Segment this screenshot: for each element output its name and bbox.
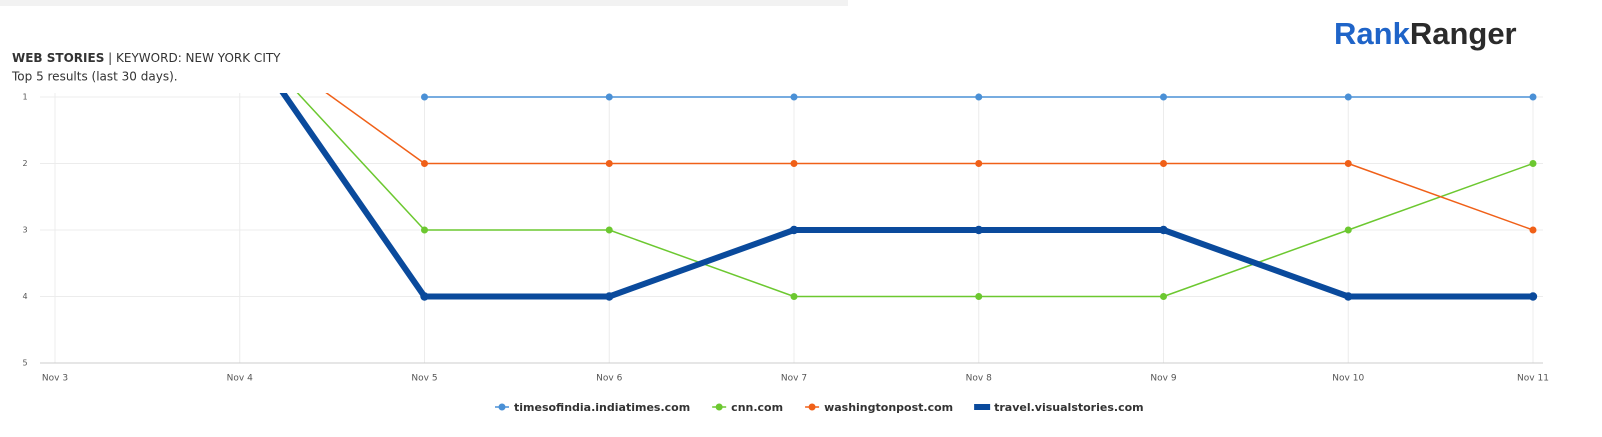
data-point: [236, 26, 244, 34]
logo-part: Ranger: [1410, 16, 1517, 51]
x-tick-label: Nov 7: [781, 374, 807, 384]
chart-title: WEB STORIES | KEYWORD: NEW YORK CITY: [12, 51, 281, 65]
x-tick-label: Nov 5: [411, 374, 437, 384]
logo: RankRanger: [1334, 16, 1517, 51]
x-tick-label: Nov 11: [1517, 374, 1549, 384]
data-point: [790, 93, 798, 101]
data-point: [236, 27, 243, 34]
data-point: [421, 160, 428, 167]
data-point: [1529, 226, 1537, 234]
legend-symbol: [498, 403, 506, 411]
legend-label: cnn.com: [731, 401, 783, 414]
data-point: [605, 93, 613, 101]
data-point: [236, 27, 243, 34]
x-tick-label: Nov 4: [227, 374, 253, 384]
data-point: [605, 292, 614, 301]
plot-area: [236, 26, 1538, 301]
data-point: [1529, 93, 1537, 101]
x-tick-label: Nov 3: [42, 374, 68, 384]
top-bar: [0, 0, 848, 6]
data-point: [421, 226, 428, 234]
x-tick-label: Nov 10: [1332, 374, 1364, 384]
legend-label: travel.visualstories.com: [994, 401, 1143, 414]
data-point: [975, 93, 983, 101]
legend-symbol: [808, 403, 816, 411]
data-point: [974, 225, 983, 235]
logo-part: Rank: [1334, 16, 1411, 51]
legend-symbol: [715, 403, 723, 411]
subtitle: Top 5 results (last 30 days).: [11, 70, 178, 84]
legend: timesofindia.indiatimes.com cnn.com washin…: [495, 401, 1144, 414]
series-line: [325, 93, 1534, 231]
data-point: [790, 293, 798, 300]
data-point: [975, 293, 983, 300]
legend-label: timesofindia.indiatimes.com: [514, 401, 690, 414]
y-tick-label: 5: [22, 359, 27, 368]
data-point: [1160, 93, 1167, 101]
data-point: [605, 226, 613, 234]
data-point: [420, 292, 429, 301]
data-point: [790, 160, 798, 167]
legend-label: washingtonpost.com: [824, 401, 953, 414]
x-tick-label: Nov 9: [1150, 374, 1176, 384]
title-rest: | KEYWORD: NEW YORK CITY: [108, 51, 281, 65]
data-point: [421, 93, 428, 101]
data-point: [1344, 292, 1353, 301]
data-point: [1160, 293, 1167, 300]
data-point: [1344, 93, 1352, 101]
y-tick-label: 3: [22, 226, 27, 235]
legend-item: washingtonpost.com: [805, 401, 953, 414]
title-bold: WEB STORIES: [12, 51, 104, 65]
data-point: [1529, 160, 1537, 167]
data-point: [1344, 226, 1352, 234]
data-point: [1160, 160, 1167, 167]
data-point: [1528, 292, 1538, 301]
data-point: [1159, 225, 1168, 235]
series-line: [296, 93, 1534, 298]
y-tick-label: 1: [22, 93, 27, 102]
data-point: [605, 160, 613, 167]
data-point: [975, 160, 983, 167]
y-tick-label: 4: [22, 292, 27, 301]
x-tick-label: Nov 8: [966, 374, 992, 384]
x-tick-label: Nov 6: [596, 374, 622, 384]
data-point: [1344, 160, 1352, 167]
legend-item: cnn.com: [712, 401, 783, 414]
legend-item: travel.visualstories.com: [974, 401, 1144, 414]
y-tick-label: 2: [22, 159, 27, 168]
legend-item: timesofindia.indiatimes.com: [495, 401, 690, 414]
data-point: [789, 225, 799, 235]
legend-symbol: [974, 404, 991, 410]
series-line: [279, 93, 1533, 300]
